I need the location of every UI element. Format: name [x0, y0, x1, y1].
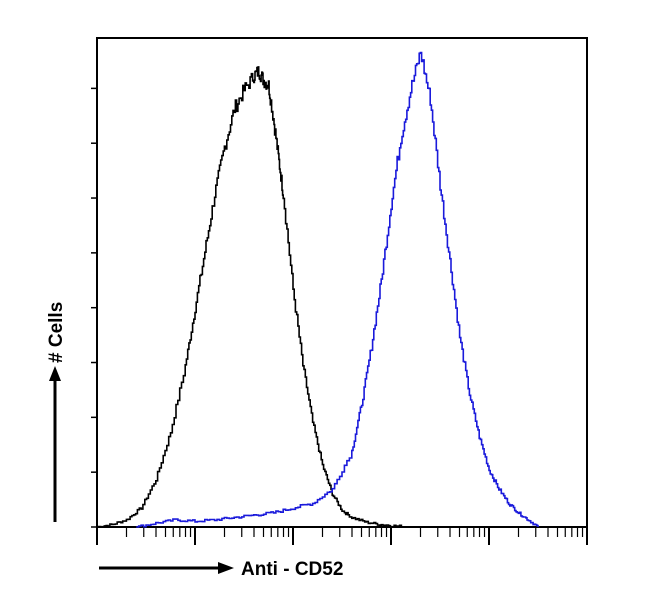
x-axis-arrow-head [218, 562, 234, 574]
x-axis-label-group: Anti - CD52 [99, 559, 343, 580]
y-axis-label-group: # Cells [46, 302, 67, 522]
y-axis-arrow-head [49, 366, 61, 381]
control-series-line [97, 66, 411, 528]
y-axis-ticks [91, 87, 97, 528]
y-axis-label: # Cells [46, 302, 67, 363]
x-axis-label: Anti - CD52 [241, 559, 343, 580]
series-layer [97, 51, 539, 528]
cd52-series-line [136, 51, 539, 528]
plot-frame [96, 37, 588, 528]
x-axis-ticks [96, 527, 588, 545]
